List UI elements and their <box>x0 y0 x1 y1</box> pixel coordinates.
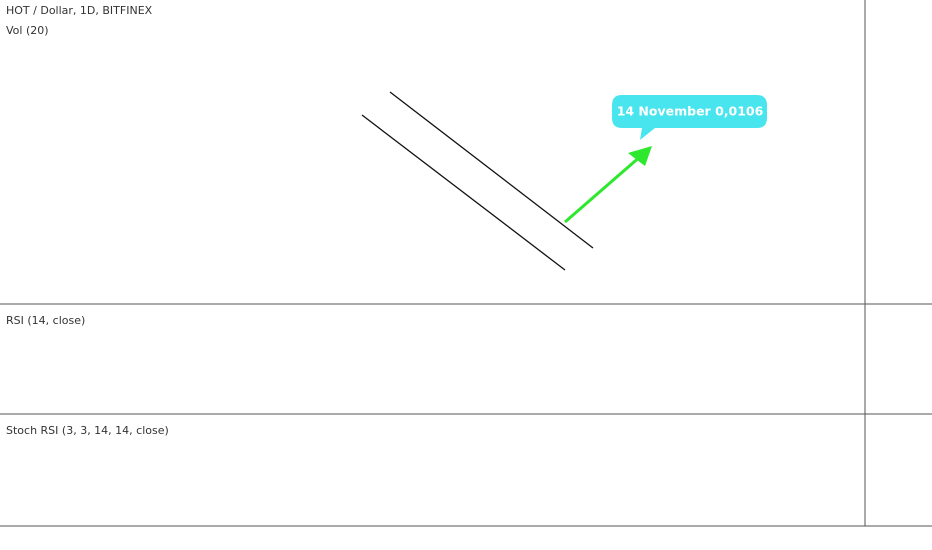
arrow-head <box>628 146 652 166</box>
callout-text: 14 November 0,0106 <box>617 104 764 119</box>
stoch-title: Stoch RSI (3, 3, 14, 14, close) <box>6 424 169 437</box>
arrow-line <box>564 153 643 224</box>
chart-title: HOT / Dollar, 1D, BITFINEX <box>6 4 153 17</box>
channel-line <box>389 91 594 249</box>
callout <box>612 95 767 140</box>
volume-label: Vol (20) <box>6 24 49 37</box>
channel-line <box>361 114 566 271</box>
rsi-title: RSI (14, close) <box>6 314 85 327</box>
